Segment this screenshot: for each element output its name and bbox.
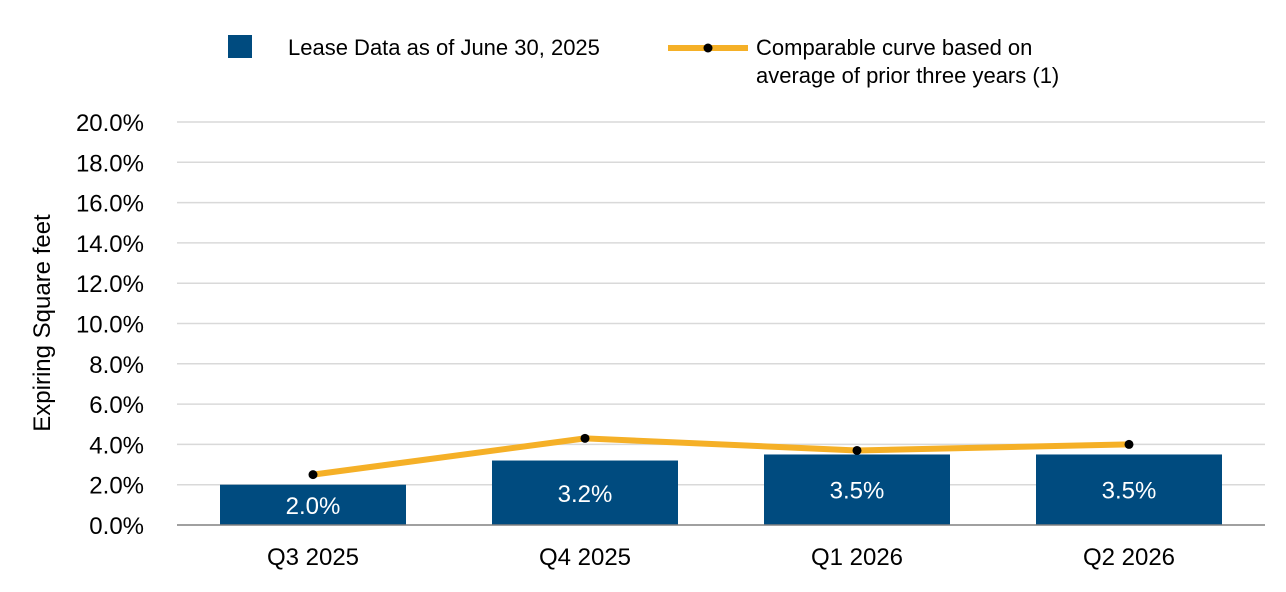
y-tick-label: 18.0% [76, 150, 144, 177]
bar-data-label: 2.0% [286, 493, 341, 520]
x-tick-label: Q2 2026 [1083, 544, 1175, 571]
bar-data-label: 3.5% [830, 478, 885, 505]
legend-line-label: Comparable curve based on average of pri… [756, 35, 1059, 88]
x-axis-tick-labels: Q3 2025 Q4 2025 Q1 2026 Q2 2026 [267, 544, 1175, 571]
legend-line-label-line-1: Comparable curve based on [756, 35, 1032, 60]
gridlines [177, 121, 1265, 486]
x-tick-label: Q4 2025 [539, 544, 631, 571]
y-axis-tick-labels: 0.0% 2.0% 4.0% 6.0% 8.0% 10.0% 12.0% 14.0% 16.0%… [76, 110, 144, 540]
line-point [852, 445, 862, 455]
bar [764, 454, 950, 525]
line-point [1124, 439, 1134, 449]
bar-data-label: 3.5% [1102, 478, 1157, 505]
x-tick-label: Q3 2025 [267, 544, 359, 571]
line-series-path [310, 435, 1132, 478]
bar-data-label: 3.2% [558, 481, 613, 508]
y-tick-label: 6.0% [89, 392, 144, 419]
bar [492, 460, 678, 525]
y-tick-label: 12.0% [76, 271, 144, 298]
y-tick-label: 4.0% [89, 432, 144, 459]
legend-line-label-line-2: average of prior three years (1) [756, 63, 1059, 88]
bar [1036, 454, 1222, 525]
line-point [308, 470, 318, 480]
y-axis-title: Expiring Square feet [29, 214, 56, 432]
y-tick-label: 2.0% [89, 473, 144, 500]
bar-series: 2.0% 3.2% 3.5% 3.5% [220, 454, 1222, 525]
y-tick-label: 8.0% [89, 352, 144, 379]
legend-line-marker [703, 43, 713, 53]
y-tick-label: 20.0% [76, 110, 144, 137]
legend: Lease Data as of June 30, 2025 Comparabl… [228, 35, 1059, 88]
line-series [308, 433, 1134, 480]
line-point [580, 433, 590, 443]
bar [220, 484, 406, 525]
y-tick-label: 16.0% [76, 191, 144, 218]
x-tick-label: Q1 2026 [811, 544, 903, 571]
legend-bar-swatch [228, 35, 252, 58]
legend-bar-label: Lease Data as of June 30, 2025 [288, 35, 600, 60]
y-tick-label: 14.0% [76, 231, 144, 258]
y-tick-label: 10.0% [76, 312, 144, 339]
y-tick-label: 0.0% [89, 513, 144, 540]
